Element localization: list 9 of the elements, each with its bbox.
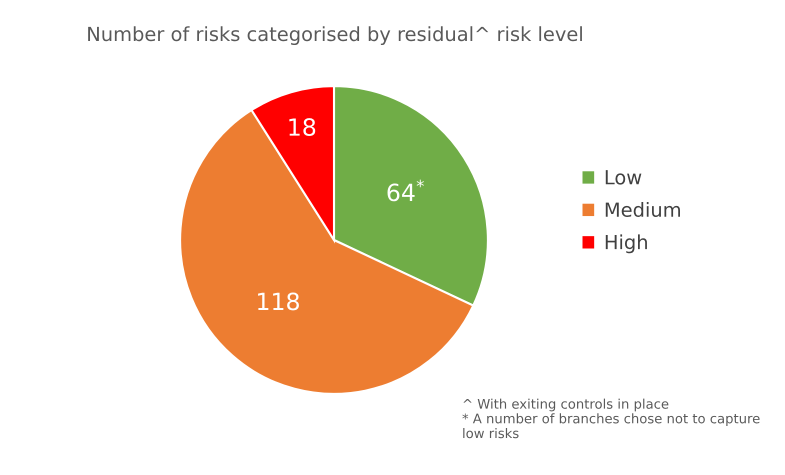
- data-label: 118: [258, 292, 299, 310]
- chart-title: Number of risks categorised by residual^ risk level: [88, 26, 582, 46]
- legend-label: Medium: [606, 202, 680, 218]
- data-label: 64$^{*}$: [388, 180, 424, 202]
- text: ^ With exiting controls in place: [463, 398, 668, 412]
- legend-label: Low: [606, 170, 642, 185]
- text: * A number of branches chose not to capture low risks: [462, 413, 760, 438]
- data-label: 18: [289, 118, 316, 136]
- legend-label: High: [606, 234, 647, 254]
